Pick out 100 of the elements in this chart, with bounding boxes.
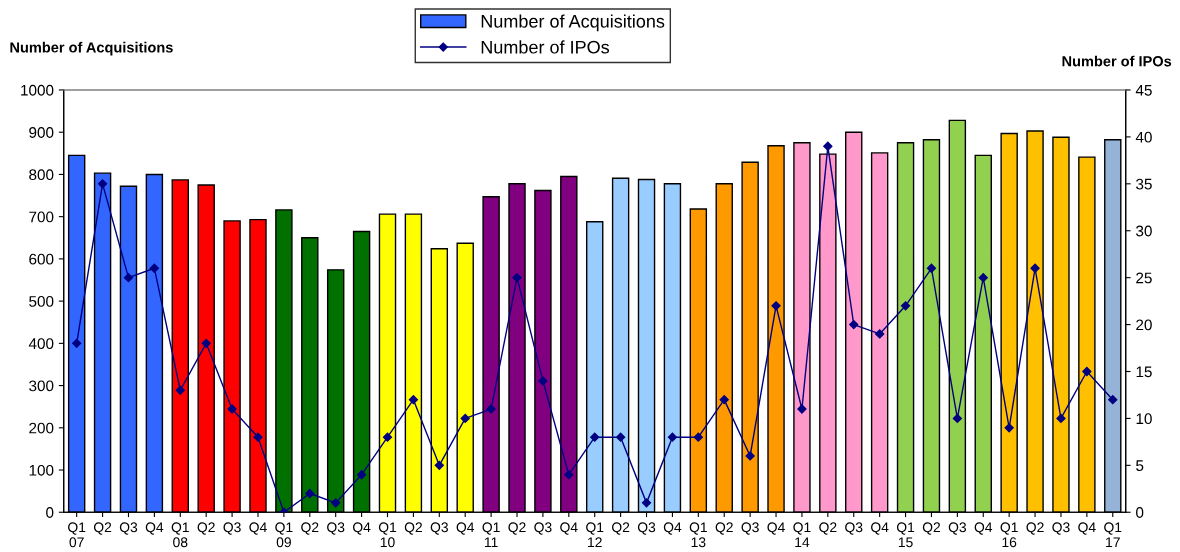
x-tick-label: Q4 xyxy=(1078,522,1096,535)
legend-label: Number of Acquisitions xyxy=(481,14,665,32)
x-tick-label: Q4 xyxy=(352,522,371,535)
point xyxy=(745,451,755,461)
y2-tick-label: 0 xyxy=(1136,507,1144,518)
y-tick-label: 800 xyxy=(29,169,54,181)
point xyxy=(667,432,678,442)
y-tick-label: 500 xyxy=(29,295,54,307)
x-tick-label: Q1 15 xyxy=(896,522,915,548)
x-tick-label: Q4 xyxy=(871,522,889,535)
point xyxy=(797,404,807,414)
point xyxy=(1082,366,1092,377)
x-tick-label: Q2 xyxy=(612,522,630,535)
point xyxy=(434,460,444,470)
x-tick-label: Q3 xyxy=(845,522,863,535)
point xyxy=(460,413,470,424)
y-tick-label: 900 xyxy=(29,127,54,138)
point xyxy=(356,470,367,480)
x-tick-label: Q1 16 xyxy=(1000,522,1018,548)
point xyxy=(719,395,729,405)
x-tick-label: Q2 xyxy=(819,522,837,535)
x-tick-label: Q1 13 xyxy=(689,522,707,548)
point xyxy=(512,273,522,283)
x-tick-label: Q3 xyxy=(534,522,552,535)
y2-tick-label: 20 xyxy=(1136,319,1152,331)
y-tick-label: 300 xyxy=(29,380,54,392)
x-tick-label: Q3 xyxy=(948,522,967,535)
y-tick-label: 0 xyxy=(46,507,54,518)
point xyxy=(926,263,937,273)
y-tick-label: 600 xyxy=(29,253,54,265)
x-tick-label: Q2 xyxy=(508,522,526,535)
x-tick-label: Q1 08 xyxy=(171,522,189,548)
y-tick-label: 200 xyxy=(29,422,54,434)
x-tick-label: Q2 xyxy=(93,522,112,535)
point xyxy=(97,179,108,189)
legend-label: Number of IPOs xyxy=(481,40,610,54)
y-tick-label: 700 xyxy=(29,211,54,223)
point xyxy=(408,395,419,405)
x-tick-label: Q1 12 xyxy=(586,522,604,547)
y2-tick-label: 10 xyxy=(1136,413,1152,425)
point xyxy=(823,141,833,151)
x-tick-label: Q2 xyxy=(197,522,215,535)
point xyxy=(693,432,703,442)
point xyxy=(72,338,82,348)
x-tick-label: Q4 xyxy=(663,522,682,535)
point xyxy=(227,404,237,414)
x-tick-label: Q1 09 xyxy=(275,522,293,548)
y2-tick-label: 25 xyxy=(1136,272,1152,284)
point xyxy=(331,498,341,508)
x-tick-label: Q2 xyxy=(301,522,319,535)
point xyxy=(590,432,600,442)
x-tick-label: Q4 xyxy=(560,522,578,535)
y-axis-title: Number of Acquisitions xyxy=(10,41,173,56)
x-tick-label: Q1 10 xyxy=(378,522,397,548)
point xyxy=(1030,263,1040,273)
y-tick-label: 100 xyxy=(29,464,54,476)
y-tick-label: 1000 xyxy=(21,84,54,96)
x-tick-label: Q4 xyxy=(456,522,475,535)
point xyxy=(123,273,134,283)
x-tick-label: Q3 xyxy=(327,522,345,535)
point xyxy=(175,385,185,395)
point xyxy=(538,376,548,386)
x-tick-label: Q3 xyxy=(637,522,656,535)
point xyxy=(305,488,315,499)
y2-tick-label: 5 xyxy=(1136,460,1144,472)
x-tick-label: Q2 xyxy=(922,522,941,535)
y-tick-label: 400 xyxy=(28,338,54,350)
y2-tick-label: 35 xyxy=(1136,178,1152,190)
point xyxy=(900,301,911,311)
point xyxy=(1004,423,1014,433)
y2-tick-label: 40 xyxy=(1135,131,1152,143)
point xyxy=(641,498,652,508)
x-tick-label: Q4 xyxy=(249,522,267,535)
x-tick-label: Q2 xyxy=(404,522,422,535)
x-tick-label: Q3 xyxy=(1052,522,1070,535)
x-tick-label: Q3 xyxy=(430,522,448,535)
point xyxy=(1108,395,1118,405)
point xyxy=(564,470,574,480)
x-tick-label: Q4 xyxy=(767,522,785,535)
point xyxy=(849,319,859,330)
point xyxy=(486,404,496,414)
x-tick-label: Q1 17 xyxy=(1104,522,1122,547)
x-tick-label: Q1 07 xyxy=(68,522,86,548)
x-tick-label: Q3 xyxy=(119,522,138,535)
x-tick-label: Q1 11 xyxy=(482,522,500,547)
point xyxy=(615,432,626,442)
point xyxy=(771,301,781,311)
point xyxy=(978,273,988,283)
x-tick-label: Q2 xyxy=(715,522,733,535)
point xyxy=(253,432,263,442)
point xyxy=(201,338,211,348)
point xyxy=(875,329,885,339)
x-tick-label: Q3 xyxy=(223,522,241,535)
point xyxy=(149,263,160,273)
y2-axis-title: Number of IPOs xyxy=(1062,55,1172,67)
point xyxy=(382,432,393,442)
x-tick-label: Q4 xyxy=(974,522,993,535)
y2-tick-label: 30 xyxy=(1136,225,1152,237)
point xyxy=(952,413,962,424)
x-tick-label: Q2 xyxy=(1026,522,1044,535)
